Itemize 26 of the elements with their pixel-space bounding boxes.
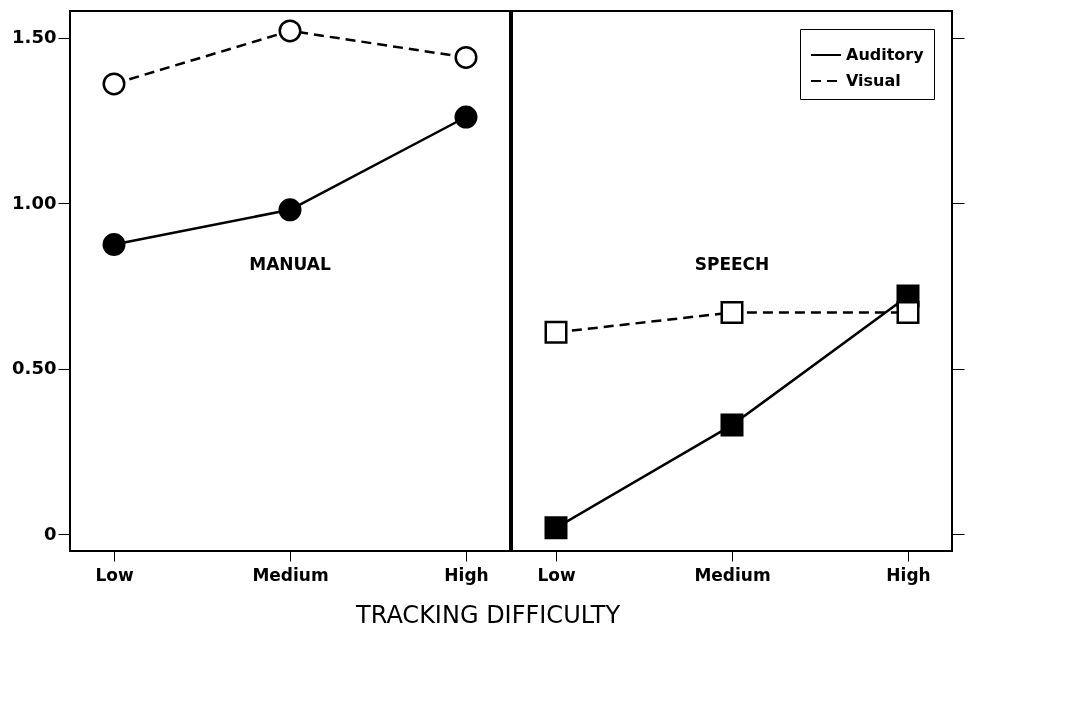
x-tick-label: Medium (252, 564, 329, 585)
x-tick-label: High (444, 564, 489, 585)
y-tick-label: 1.00 (12, 191, 57, 213)
x-tick-label: Medium (694, 564, 771, 585)
x-axis-title: TRACKING DIFFICULTY (355, 601, 621, 629)
point (544, 320, 568, 344)
annotation: SPEECH (694, 253, 770, 274)
annotation: MANUAL (249, 253, 331, 274)
x-tick-label: Low (537, 564, 576, 585)
point (102, 233, 126, 257)
y-tick-label: 0.50 (12, 357, 57, 379)
legend-label: Visual (846, 71, 901, 90)
point (278, 19, 302, 43)
y-tick-label: 1.50 (12, 26, 57, 47)
x-tick-label: High (886, 564, 931, 585)
point (454, 45, 478, 69)
point (544, 516, 568, 540)
point (720, 300, 744, 324)
x-tick-label: Low (95, 564, 134, 585)
point (278, 198, 302, 222)
point (896, 300, 920, 324)
point (720, 413, 744, 437)
point (454, 105, 478, 129)
y-tick-label: 0 (43, 522, 57, 544)
legend-label: Auditory (846, 45, 925, 64)
point (102, 72, 126, 96)
